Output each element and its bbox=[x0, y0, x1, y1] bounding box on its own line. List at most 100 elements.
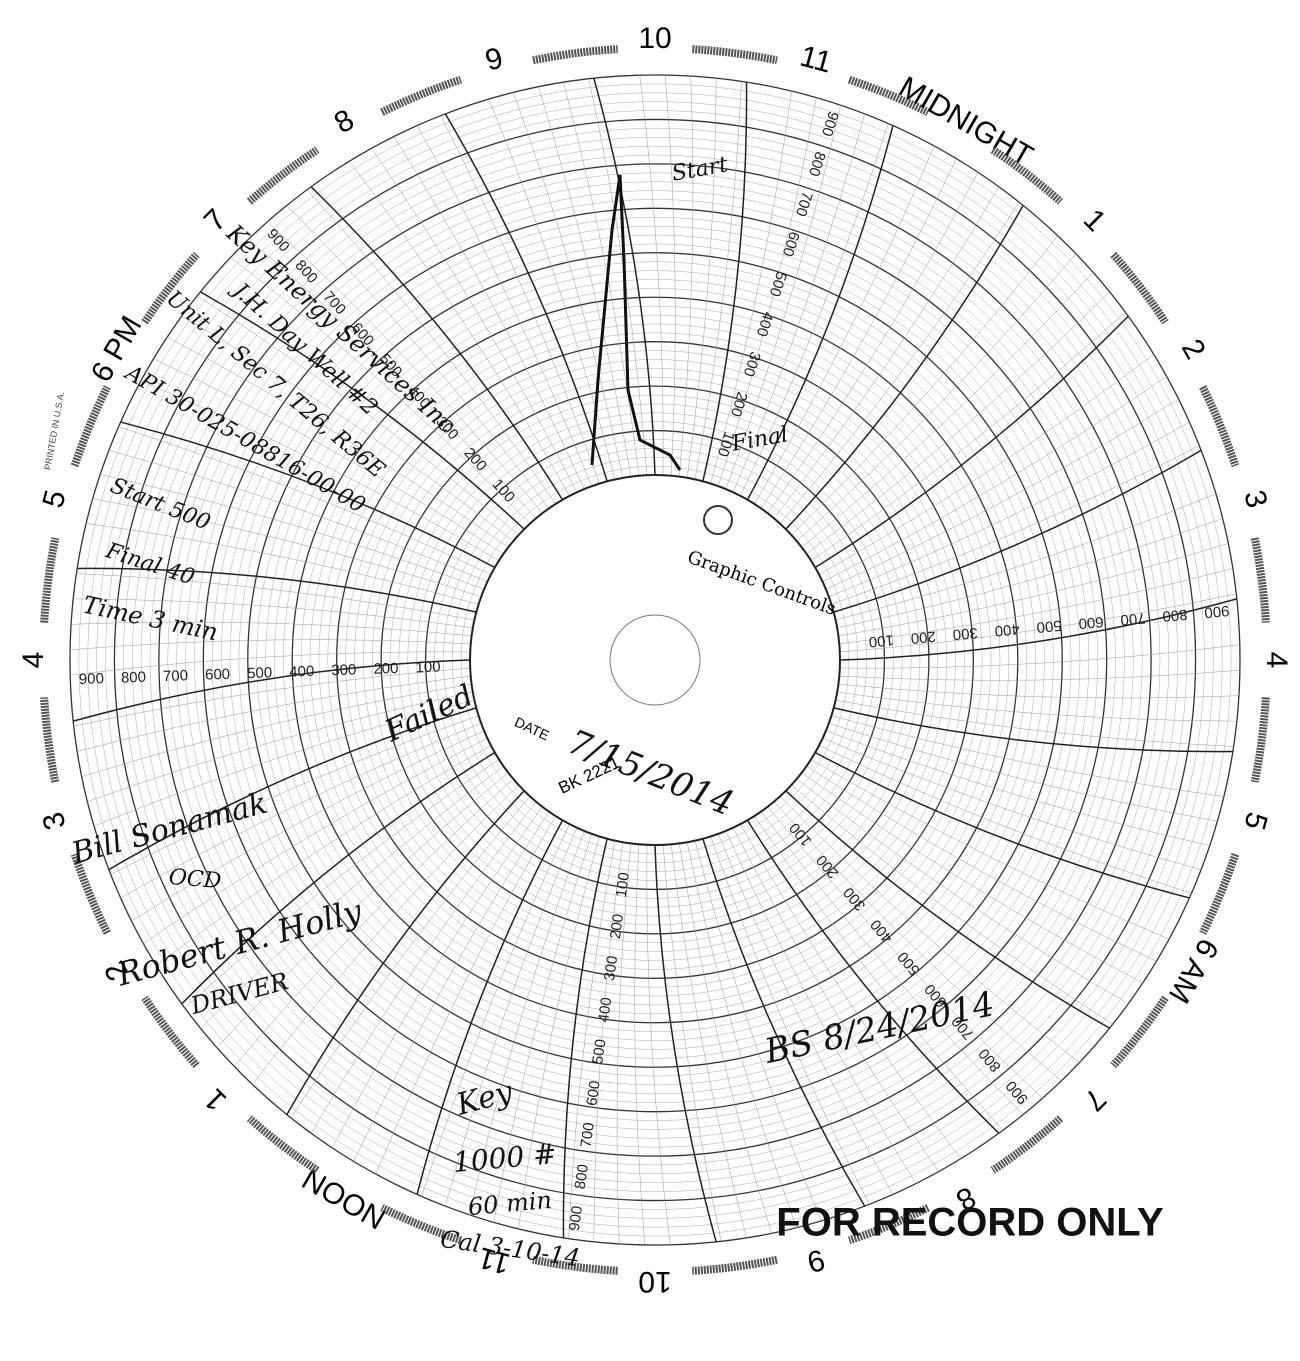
hour-line bbox=[746, 819, 1000, 1134]
scale-label: 800 bbox=[572, 1163, 592, 1190]
handwritten-note: Key Energy Services Inc bbox=[220, 218, 460, 438]
hour-line bbox=[108, 707, 477, 871]
minute-line bbox=[73, 667, 471, 727]
ring bbox=[371, 376, 939, 944]
minute-line bbox=[839, 593, 1237, 653]
ring bbox=[105, 110, 1205, 1210]
minute-line bbox=[801, 772, 1143, 984]
pressure-trace bbox=[590, 174, 682, 471]
minute-line bbox=[835, 493, 1217, 621]
ring-bar bbox=[532, 1255, 618, 1275]
hour-line bbox=[702, 82, 748, 482]
minute-line bbox=[110, 715, 479, 875]
minute-line bbox=[670, 844, 747, 1238]
scale-label: 900 bbox=[1204, 602, 1230, 621]
minute-line bbox=[421, 823, 570, 1197]
minute-line bbox=[153, 358, 504, 555]
minute-line bbox=[686, 842, 797, 1228]
ring-bar bbox=[246, 1115, 320, 1174]
hour-line bbox=[785, 205, 1024, 530]
hour-label: 10 bbox=[638, 1265, 671, 1298]
minute-line bbox=[825, 398, 1179, 590]
hour-label: NOON bbox=[297, 1162, 391, 1236]
ring bbox=[309, 314, 1001, 1006]
minute-line bbox=[92, 498, 482, 597]
minute-line bbox=[678, 843, 772, 1234]
minute-line bbox=[100, 474, 485, 590]
minute-line bbox=[248, 238, 537, 519]
scale-label: 200 bbox=[373, 660, 399, 678]
minute-line bbox=[718, 97, 817, 487]
minute-line bbox=[639, 75, 664, 476]
minute-line bbox=[233, 778, 514, 1067]
minute-line bbox=[493, 833, 592, 1223]
printed-mark: PRINTED IN U.S.A. bbox=[42, 391, 66, 471]
scale-label: 800 bbox=[805, 149, 829, 178]
ring-bar bbox=[70, 385, 111, 468]
scale-label: 900 bbox=[79, 670, 105, 688]
hour-label: MIDNIGHT bbox=[893, 70, 1038, 173]
ring bbox=[69, 74, 1241, 1246]
minute-line bbox=[616, 843, 632, 1244]
scale-label: 600 bbox=[779, 229, 803, 258]
hour-line bbox=[702, 838, 866, 1207]
minute-line bbox=[445, 827, 578, 1207]
minute-line bbox=[440, 115, 600, 484]
ring bbox=[416, 421, 894, 899]
minute-line bbox=[593, 842, 624, 1242]
minute-line bbox=[838, 543, 1229, 637]
ring-bar bbox=[1110, 251, 1169, 325]
minute-line bbox=[725, 105, 841, 490]
ring bbox=[202, 207, 1108, 1113]
minute-line bbox=[767, 172, 979, 514]
minute-line bbox=[831, 445, 1200, 605]
ring bbox=[149, 154, 1161, 1166]
scale-label: 600 bbox=[1078, 613, 1104, 632]
ring-bar bbox=[990, 1115, 1064, 1174]
hour-line bbox=[654, 844, 717, 1242]
minute-line bbox=[197, 295, 519, 536]
minute-line bbox=[469, 830, 585, 1215]
minute-line bbox=[773, 186, 1000, 519]
minute-line bbox=[732, 827, 939, 1172]
minute-line bbox=[828, 723, 1218, 822]
scale-label: 500 bbox=[894, 948, 923, 978]
scale-label: 100 bbox=[868, 631, 894, 650]
minute-line bbox=[200, 765, 504, 1029]
minute-line bbox=[77, 675, 471, 752]
ring bbox=[194, 199, 1116, 1121]
hour-label: 1 bbox=[198, 1082, 233, 1117]
scale-label: 200 bbox=[727, 390, 751, 419]
scale-label: 300 bbox=[840, 884, 869, 914]
hour-label: 7 bbox=[1077, 1082, 1112, 1117]
minute-line bbox=[835, 699, 1234, 747]
ring bbox=[78, 83, 1232, 1237]
minute-line bbox=[754, 815, 1004, 1131]
minute-line bbox=[839, 669, 1240, 681]
scale-label: 300 bbox=[331, 661, 357, 679]
minute-line bbox=[538, 86, 632, 477]
ring bbox=[256, 261, 1054, 1059]
ring bbox=[363, 368, 947, 952]
ring bbox=[229, 234, 1081, 1086]
hour-line bbox=[814, 315, 1129, 569]
minute-line bbox=[375, 815, 556, 1175]
scale-label: 800 bbox=[975, 1045, 1004, 1075]
hour-line bbox=[839, 598, 1237, 661]
ring-bar bbox=[246, 146, 320, 205]
hour-line bbox=[833, 707, 1233, 753]
scale-label: 300 bbox=[952, 624, 978, 643]
minute-line bbox=[140, 380, 500, 561]
ring bbox=[434, 439, 876, 881]
minute-line bbox=[488, 98, 616, 480]
hour-label: 4 bbox=[17, 652, 50, 669]
minute-line bbox=[416, 125, 592, 487]
ring bbox=[354, 359, 956, 961]
ring-bar bbox=[70, 852, 111, 935]
scale-label: 700 bbox=[578, 1121, 598, 1148]
hour-line bbox=[286, 790, 525, 1115]
hour-line bbox=[444, 113, 608, 482]
hour-label: 1 bbox=[1077, 203, 1112, 238]
hour-line bbox=[833, 449, 1202, 613]
ring bbox=[336, 341, 974, 979]
